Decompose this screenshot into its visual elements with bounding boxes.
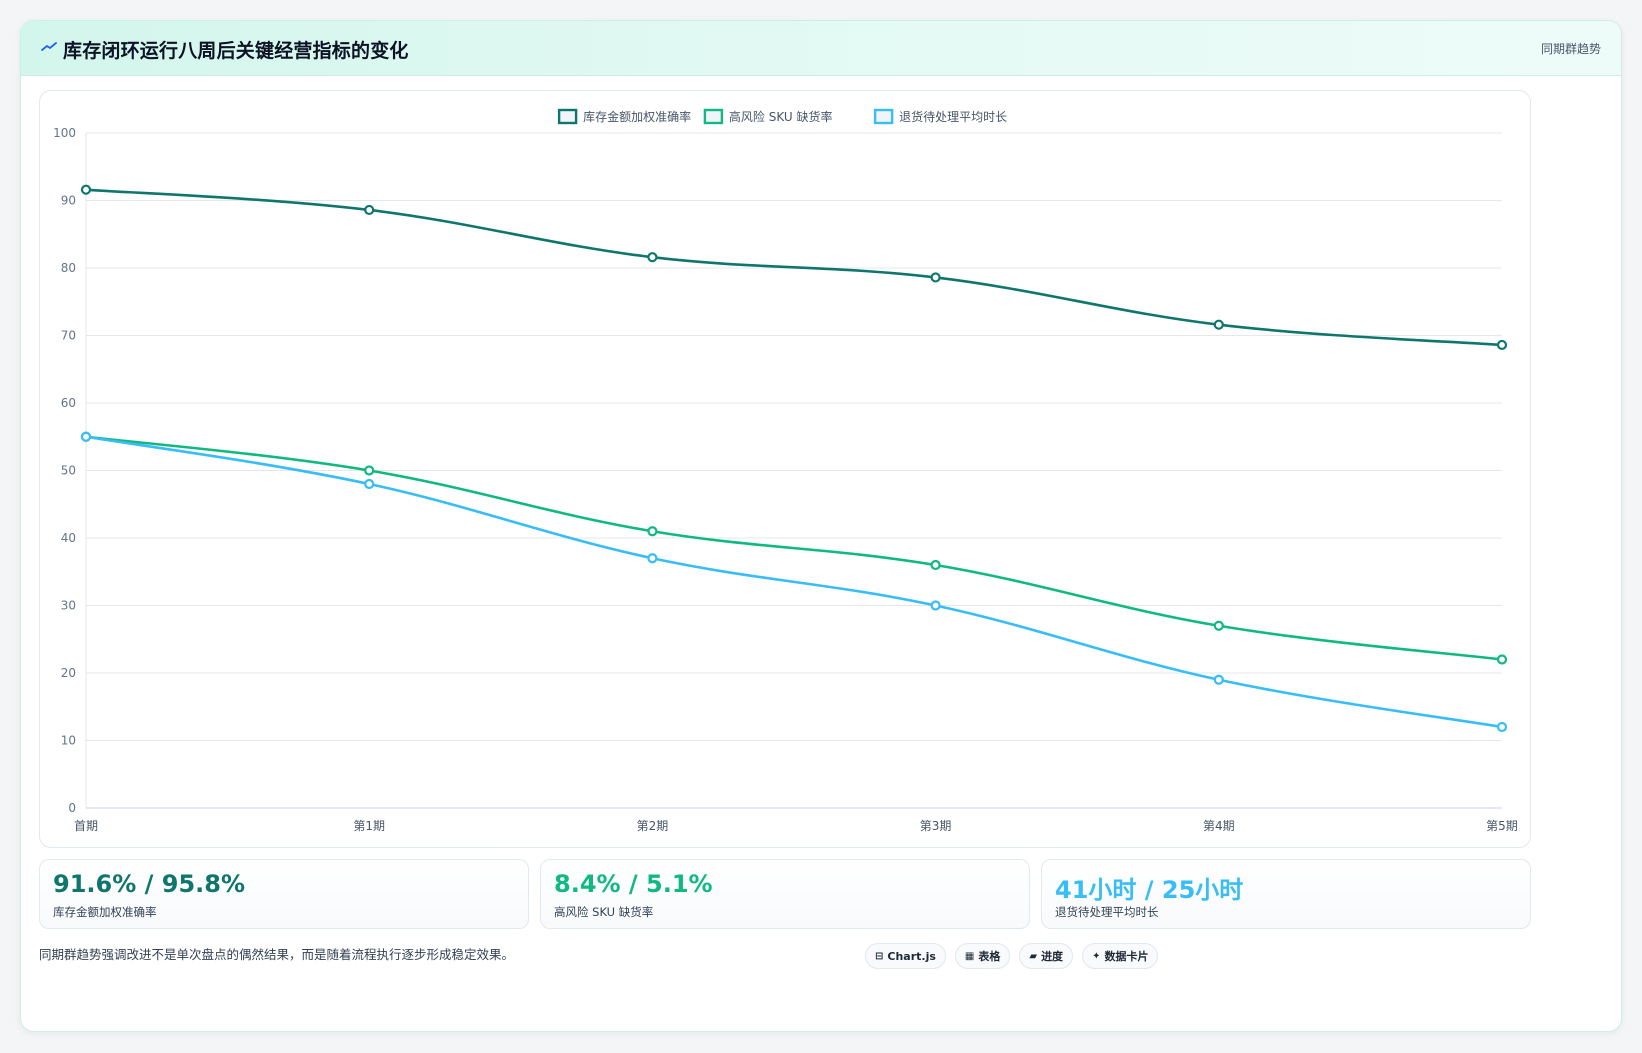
data-point: [1213, 620, 1224, 631]
chart-icon: ⊟: [875, 950, 884, 962]
series-line-0: [84, 188, 1504, 347]
data-point: [1213, 319, 1224, 330]
data-point: [1213, 674, 1224, 685]
x-tick-label: 第5期: [1486, 819, 1518, 833]
y-tick-label: 50: [61, 464, 76, 478]
data-point: [364, 478, 375, 490]
line-chart: 0 10 20 30 40 50 60 70 80 90 100 首期 第1期 第2期 第3期 第4期 第5期 库…: [53, 108, 1518, 833]
y-tick-label: 10: [61, 734, 76, 748]
tech-chips: ⊟ Chart.js ▦ 表格 ▰ 进度 ✦ 数据卡片: [865, 943, 1159, 969]
stat-value: 41小时 / 25小时: [1055, 876, 1244, 904]
legend-swatch: [703, 108, 724, 125]
data-point: [80, 431, 92, 442]
data-point: [930, 272, 941, 283]
table-icon: ▦: [964, 950, 975, 962]
y-tick-label: 60: [61, 396, 76, 410]
trend-line-icon: [41, 42, 57, 51]
chart-card: 库存闭环运行八周后关键经营指标的变化 同期群趋势 0 10 20 30 40 50 60 70…: [20, 20, 1622, 1032]
legend-label: 退货待处理平均时长: [899, 109, 1007, 124]
data-point: [364, 204, 375, 216]
data-point: [930, 600, 941, 611]
legend-label: 高风险 SKU 缺货率: [729, 109, 833, 124]
x-tick-label: 首期: [74, 819, 98, 833]
data-point: [647, 252, 658, 263]
stat-card-accuracy: 91.6% / 95.8% 库存金额加权准确率: [39, 859, 529, 929]
stat-card-return-time: 41小时 / 25小时 退货待处理平均时长: [1041, 859, 1531, 929]
chip-label: Chart.js: [887, 949, 936, 963]
x-tick-label: 第1期: [353, 819, 385, 833]
x-tick-label: 第2期: [637, 819, 669, 833]
y-tick-label: 90: [61, 194, 76, 208]
chip-label: 表格: [978, 950, 1001, 963]
header-tag: 同期群趋势: [1540, 42, 1601, 56]
x-tick-label: 第4期: [1203, 819, 1235, 833]
chart-panel: 0 10 20 30 40 50 60 70 80 90 100 首期 第1期 第2期 第3期 第4期 第5期 库…: [39, 90, 1531, 848]
stat-value: 91.6% / 95.8%: [53, 870, 245, 898]
chip-label: 进度: [1041, 950, 1064, 963]
chip-table[interactable]: ▦ 表格: [954, 943, 1011, 969]
data-point: [1496, 721, 1508, 733]
stat-value: 8.4% / 5.1%: [554, 870, 713, 898]
page-title: 库存闭环运行八周后关键经营指标的变化: [63, 40, 409, 62]
stat-label: 退货待处理平均时长: [1055, 905, 1159, 919]
y-tick-label: 80: [61, 261, 76, 275]
data-point: [80, 184, 92, 195]
data-point: [930, 559, 941, 571]
y-tick-label: 70: [61, 329, 76, 343]
series-line-2: [84, 435, 1504, 729]
chip-label: 数据卡片: [1104, 950, 1149, 963]
series-line-1: [84, 435, 1504, 661]
y-tick-label: 100: [53, 126, 76, 140]
data-point: [647, 526, 658, 537]
stat-label: 库存金额加权准确率: [53, 905, 157, 919]
legend-label: 库存金额加权准确率: [583, 109, 691, 124]
progress-icon: ▰: [1029, 950, 1038, 962]
data-point: [647, 553, 658, 564]
y-tick-label: 30: [61, 599, 76, 613]
stat-label: 高风险 SKU 缺货率: [554, 905, 654, 919]
chip-data-cards[interactable]: ✦ 数据卡片: [1082, 943, 1159, 969]
stat-card-stockout: 8.4% / 5.1% 高风险 SKU 缺货率: [540, 859, 1030, 929]
data-point: [1496, 654, 1508, 665]
footnote: 同期群趋势强调改进不是单次盘点的偶然结果，而是随着流程执行逐步形成稳定效果。: [39, 947, 515, 962]
sparkle-icon: ✦: [1092, 950, 1101, 962]
legend-swatch: [873, 108, 894, 125]
legend-swatch: [557, 108, 578, 125]
y-tick-label: 20: [61, 666, 76, 680]
x-tick-label: 第3期: [920, 819, 952, 833]
chip-chartjs[interactable]: ⊟ Chart.js: [865, 943, 946, 969]
data-point: [364, 465, 375, 476]
data-point: [1496, 339, 1508, 351]
y-tick-label: 0: [68, 801, 76, 815]
card-header: 库存闭环运行八周后关键经营指标的变化 同期群趋势: [21, 21, 1621, 76]
chip-progress[interactable]: ▰ 进度: [1019, 943, 1074, 969]
y-tick-label: 40: [61, 531, 76, 545]
